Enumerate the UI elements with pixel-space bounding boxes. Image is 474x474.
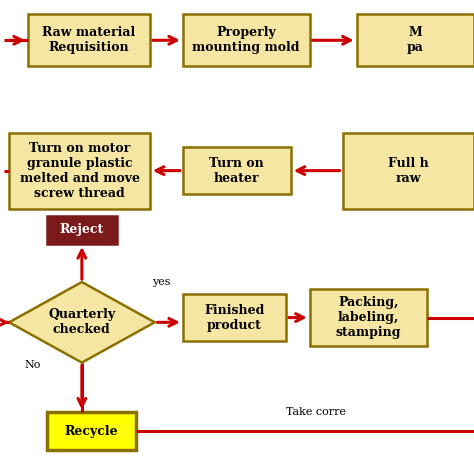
Text: No: No [24,360,41,370]
FancyBboxPatch shape [28,14,150,66]
FancyBboxPatch shape [46,216,117,244]
Text: Reject: Reject [60,223,104,237]
FancyBboxPatch shape [9,133,150,209]
FancyBboxPatch shape [183,14,310,66]
FancyBboxPatch shape [46,412,136,450]
FancyBboxPatch shape [183,147,291,194]
Text: Full h
raw: Full h raw [388,156,428,185]
Text: Properly
mounting mold: Properly mounting mold [192,26,300,55]
Text: Quarterly
checked: Quarterly checked [48,308,116,337]
Text: Raw material
Requisition: Raw material Requisition [42,26,136,55]
FancyBboxPatch shape [356,14,474,66]
Text: Finished
product: Finished product [204,303,264,332]
FancyBboxPatch shape [183,294,286,341]
Text: Turn on motor
granule plastic
melted and move
screw thread: Turn on motor granule plastic melted and… [19,142,139,200]
Text: Recycle: Recycle [64,425,118,438]
FancyBboxPatch shape [310,289,427,346]
Text: Packing,
labeling,
stamping: Packing, labeling, stamping [336,296,401,339]
Text: M
pa: M pa [407,26,424,55]
Text: Take corre: Take corre [286,407,346,418]
Polygon shape [9,282,155,363]
Text: Turn on
heater: Turn on heater [210,156,264,185]
FancyBboxPatch shape [343,133,474,209]
Text: yes: yes [153,277,171,287]
